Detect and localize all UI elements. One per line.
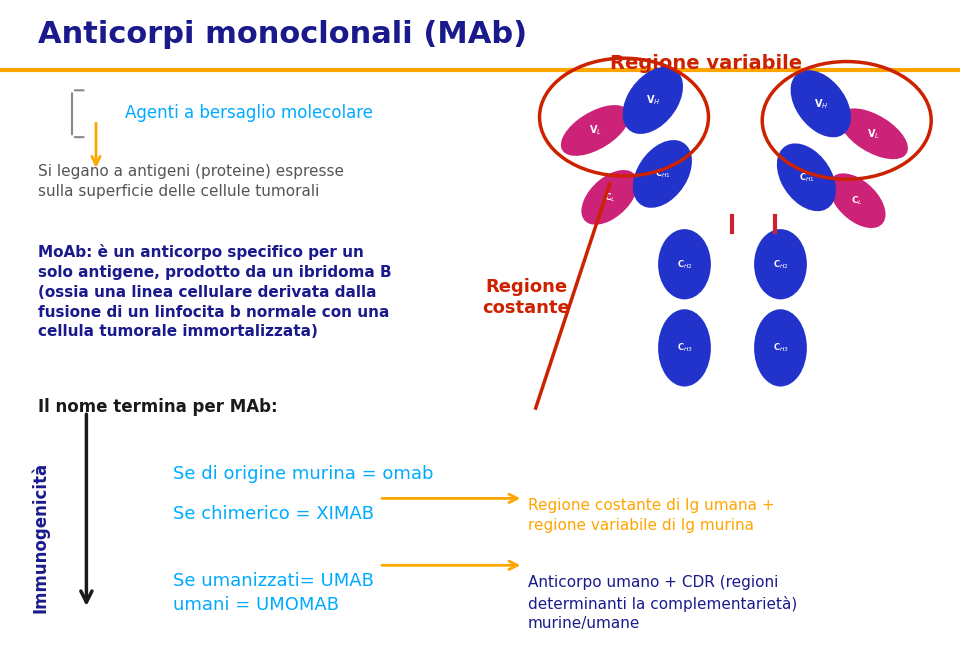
Text: C$_L$: C$_L$ [852,195,863,207]
Ellipse shape [659,309,711,387]
Text: V$_H$: V$_H$ [645,94,660,107]
Text: C$_{H3}$: C$_{H3}$ [773,342,788,354]
Text: C$_{H3}$: C$_{H3}$ [677,342,692,354]
Text: C$_{H2}$: C$_{H2}$ [773,258,788,270]
Ellipse shape [839,108,908,159]
Ellipse shape [777,143,836,211]
Text: V$_H$: V$_H$ [813,97,828,110]
Ellipse shape [633,140,692,208]
Ellipse shape [623,67,683,134]
Text: C$_{H2}$: C$_{H2}$ [677,258,692,270]
Text: V$_L$: V$_L$ [867,127,880,140]
Ellipse shape [791,70,851,137]
Text: Agenti a bersaglio molecolare: Agenti a bersaglio molecolare [125,104,372,122]
Ellipse shape [561,105,630,156]
Text: MoAb: è un anticorpo specifico per un
solo antigene, prodotto da un ibridoma B
(: MoAb: è un anticorpo specifico per un so… [38,244,392,339]
Ellipse shape [754,229,806,300]
Ellipse shape [829,173,885,228]
Ellipse shape [582,170,637,225]
Text: Se di origine murina = omab: Se di origine murina = omab [173,465,433,483]
Ellipse shape [659,229,711,300]
Text: Se umanizzati= UMAB
umani = UMOMAB: Se umanizzati= UMAB umani = UMOMAB [173,572,373,613]
Ellipse shape [754,309,806,387]
Text: V$_L$: V$_L$ [588,124,602,137]
Text: Anticorpo umano + CDR (regioni
determinanti la complementarietà)
murine/umane: Anticorpo umano + CDR (regioni determina… [528,575,797,632]
Text: C$_L$: C$_L$ [604,191,615,203]
Text: Se chimerico = XIMAB: Se chimerico = XIMAB [173,505,373,523]
Text: Si legano a antigeni (proteine) espresse
sulla superficie delle cellule tumorali: Si legano a antigeni (proteine) espresse… [38,164,345,199]
Text: Anticorpi monoclonali (MAb): Anticorpi monoclonali (MAb) [38,20,528,49]
Text: Regione costante di Ig umana +
regione variabile di Ig murina: Regione costante di Ig umana + regione v… [528,498,775,533]
Text: Immunogenicità: Immunogenicità [31,462,50,613]
Text: Il nome termina per MAb:: Il nome termina per MAb: [38,398,278,416]
Text: C$_{H1}$: C$_{H1}$ [655,168,670,180]
Text: Regione
costante: Regione costante [482,278,570,317]
Text: C$_{H1}$: C$_{H1}$ [799,171,814,183]
Text: Regione variabile: Regione variabile [610,54,802,73]
